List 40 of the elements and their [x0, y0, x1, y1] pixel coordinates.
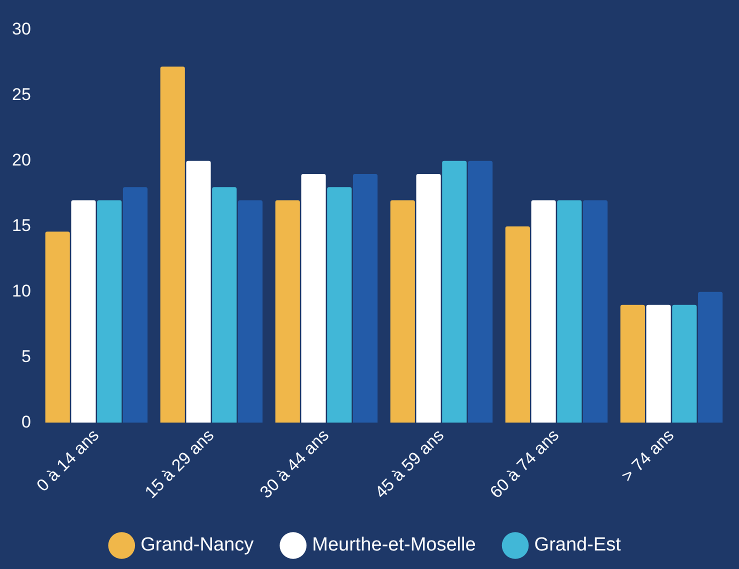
- x-tick-label: 30 à 44 ans: [256, 426, 333, 502]
- bar: [505, 226, 530, 423]
- legend-label: Meurthe-et-Moselle: [312, 534, 476, 556]
- bar: [45, 232, 70, 423]
- x-tick-label: > 74 ans: [618, 426, 678, 486]
- y-tick-label: 15: [12, 216, 31, 236]
- y-tick-label: 30: [12, 20, 31, 39]
- bar: [557, 200, 582, 423]
- bar: [275, 200, 300, 423]
- y-tick-label: 25: [12, 85, 31, 104]
- bar: [442, 160, 467, 423]
- bar: [646, 304, 671, 423]
- bar: [698, 292, 723, 423]
- bar: [468, 160, 493, 423]
- y-tick-label: 10: [12, 282, 31, 301]
- bar: [531, 200, 556, 423]
- bar: [416, 174, 441, 423]
- y-tick-label: 20: [12, 150, 31, 170]
- x-tick-label: 0 à 14 ans: [32, 426, 103, 496]
- bar: [238, 200, 263, 423]
- y-tick-label: 0: [21, 412, 31, 432]
- bar: [352, 174, 378, 423]
- bar: [186, 160, 211, 423]
- bar: [212, 187, 237, 423]
- bar: [71, 200, 96, 423]
- bar: [160, 66, 185, 423]
- bar: [620, 304, 645, 423]
- legend-label: Grand-Est: [534, 534, 622, 556]
- bar: [122, 187, 148, 423]
- legend-label: Grand-Nancy: [140, 534, 254, 556]
- bar: [672, 304, 697, 423]
- y-tick-label: 5: [21, 346, 31, 366]
- x-tick-label: 45 à 59 ans: [371, 426, 448, 502]
- bar: [97, 200, 122, 423]
- x-tick-label: 15 à 29 ans: [141, 426, 218, 502]
- bar: [390, 200, 415, 423]
- bar: [583, 200, 608, 423]
- bar: [301, 174, 326, 423]
- x-tick-label: 60 à 74 ans: [486, 426, 563, 502]
- bar: [327, 187, 352, 423]
